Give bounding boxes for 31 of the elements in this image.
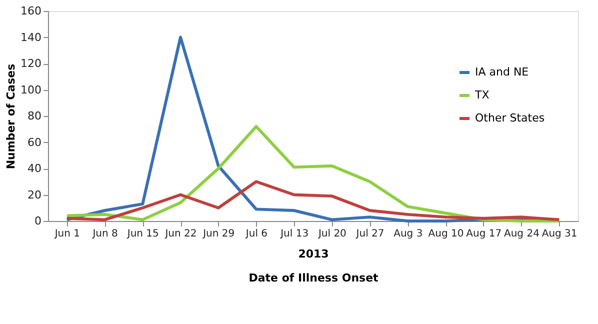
line-series [65,180,561,222]
x-tick-label: Aug 10 [428,228,464,240]
x-tick-label: Jul 6 [244,228,268,240]
y-tick-label: 40 [28,162,42,175]
y-tick-label: 80 [28,110,42,122]
x-tick-label: Aug 3 [394,228,423,240]
x-axis-title: Date of Illness Onset [248,272,378,284]
y-tick-label: 120 [20,57,42,70]
x-tick-label: Jun 29 [202,228,235,240]
legend-label: Other States [475,112,545,124]
x-tick-label: Jul 20 [317,228,346,240]
x-tick-label: Jun 1 [54,228,80,240]
y-tick-label: 0 [34,214,42,228]
y-axis-title: Number of Cases [4,63,18,170]
x-tick-label: Aug 24 [504,228,540,240]
y-tick-label: 100 [20,83,42,96]
x-tick-label: Jul 27 [355,228,384,240]
x-tick-label: Aug 31 [542,228,578,240]
legend-label: TX [474,88,490,102]
line-series [65,125,561,222]
x-tick-label: Jun 22 [164,228,197,240]
legend-label: IA and NE [475,66,529,78]
y-tick-label: 20 [28,188,42,202]
text: 2013 [298,248,329,260]
x-tick-label: Jun 15 [126,228,159,240]
x-tick-label: Jul 13 [280,228,309,240]
y-tick-label: 140 [20,30,42,44]
y-tick-label: 160 [20,4,42,18]
x-tick-label: Aug 17 [466,228,502,240]
y-tick-label: 60 [28,136,42,149]
x-tick-label: Jun 8 [92,228,118,240]
